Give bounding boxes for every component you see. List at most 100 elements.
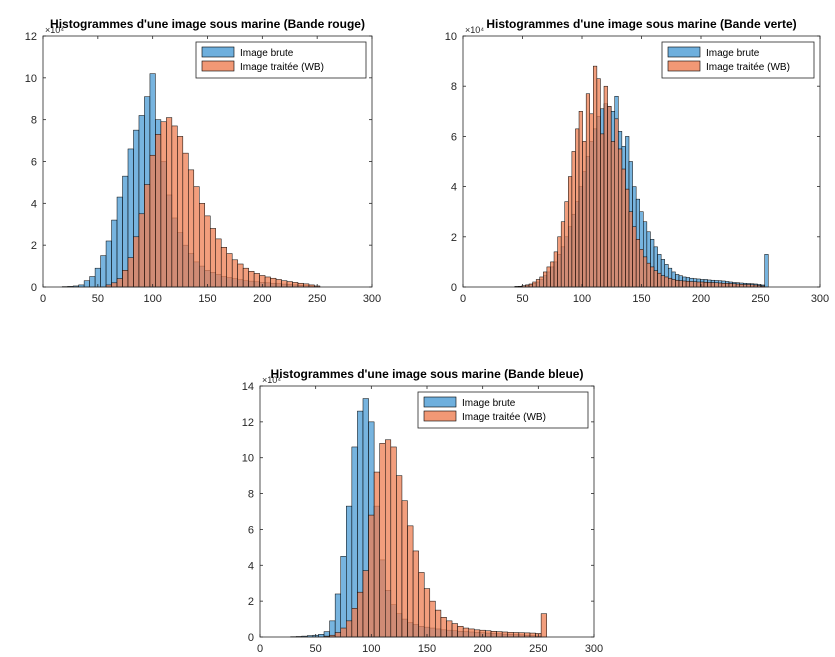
x-tick-label: 250 <box>529 643 547 655</box>
bar <box>718 282 723 288</box>
y-tick-label: 4 <box>451 182 457 194</box>
bar <box>100 255 107 288</box>
bar <box>639 249 644 288</box>
bar <box>739 283 744 288</box>
bar <box>632 226 637 288</box>
bar <box>501 631 508 638</box>
bar <box>675 279 680 288</box>
x-tick-label: 300 <box>363 293 381 305</box>
bar <box>457 625 464 638</box>
legend-label: Image brute <box>240 48 294 59</box>
bar <box>340 556 347 638</box>
bar <box>423 588 431 638</box>
bar <box>334 632 341 638</box>
y-tick-label: 10 <box>25 73 37 85</box>
y-tick-label: 0 <box>451 282 457 294</box>
bar <box>116 196 123 288</box>
bar <box>182 152 189 288</box>
bar <box>607 106 612 288</box>
bar <box>111 219 118 288</box>
y-tick-label: 8 <box>451 81 457 93</box>
bar <box>144 184 151 288</box>
bar <box>664 276 669 288</box>
x-tick-label: 50 <box>310 643 322 655</box>
bar <box>133 236 140 288</box>
bar <box>540 613 547 638</box>
y-tick-label: 4 <box>248 560 254 572</box>
bar <box>270 277 277 288</box>
bar <box>368 514 375 638</box>
bar <box>539 276 544 288</box>
y-tick-label: 12 <box>25 31 37 43</box>
bar <box>696 281 701 288</box>
bar <box>155 134 162 288</box>
bar <box>215 238 222 288</box>
bar <box>571 151 576 288</box>
bar <box>357 591 364 638</box>
legend-label: Image traitée (WB) <box>706 62 790 73</box>
x-tick-label: 150 <box>198 293 216 305</box>
bar <box>334 593 341 638</box>
bar <box>166 117 173 288</box>
bar <box>575 128 580 288</box>
bar <box>490 631 497 638</box>
bar <box>660 275 665 288</box>
legend-label: Image brute <box>706 48 760 59</box>
bar <box>418 572 425 638</box>
bar <box>362 570 369 638</box>
bar <box>653 270 658 288</box>
bar <box>440 617 447 638</box>
bar <box>682 280 687 288</box>
bar <box>564 201 569 288</box>
series-processed <box>514 65 765 288</box>
bar <box>303 283 310 288</box>
bar <box>281 280 288 288</box>
bar <box>435 609 442 638</box>
x-tick-label: 250 <box>751 293 769 305</box>
bar <box>220 247 227 288</box>
bar <box>650 266 655 288</box>
x-tick-label: 300 <box>811 293 829 305</box>
bar <box>678 280 683 288</box>
bar <box>111 282 118 288</box>
bar <box>237 263 244 288</box>
chart-title: Histogrammes d'une image sous marine (Ba… <box>50 17 365 31</box>
bar <box>83 280 90 288</box>
bar <box>628 211 633 288</box>
bar <box>149 154 156 288</box>
bar <box>385 439 392 638</box>
bar <box>603 85 608 288</box>
bar <box>625 188 630 288</box>
bar <box>513 632 520 638</box>
bar <box>560 221 565 288</box>
bar <box>707 282 712 288</box>
bar <box>685 280 690 288</box>
bar <box>518 632 525 638</box>
bar <box>89 276 96 288</box>
bar <box>351 608 358 638</box>
y-tick-label: 12 <box>242 417 254 429</box>
legend-swatch <box>667 46 701 58</box>
bar <box>546 266 551 288</box>
bar <box>732 283 737 288</box>
bar <box>292 282 299 288</box>
legend-label: Image traitée (WB) <box>462 412 546 423</box>
bar <box>188 169 195 288</box>
bar <box>600 133 605 288</box>
y-exponent-label: ×10⁴ <box>262 375 281 385</box>
x-tick-label: 200 <box>692 293 710 305</box>
bar <box>160 121 167 288</box>
bar <box>689 281 694 288</box>
bar <box>710 282 715 288</box>
x-tick-label: 250 <box>308 293 326 305</box>
legend: Image brute Image traitée (WB) <box>417 391 589 429</box>
bar <box>693 281 698 288</box>
y-exponent-label: ×10⁴ <box>45 25 64 35</box>
y-tick-label: 6 <box>31 157 37 169</box>
bar <box>253 273 260 288</box>
y-tick-label: 2 <box>248 596 254 608</box>
bar <box>621 168 626 288</box>
bar <box>297 282 304 288</box>
bar <box>204 215 211 288</box>
bar <box>138 213 145 288</box>
